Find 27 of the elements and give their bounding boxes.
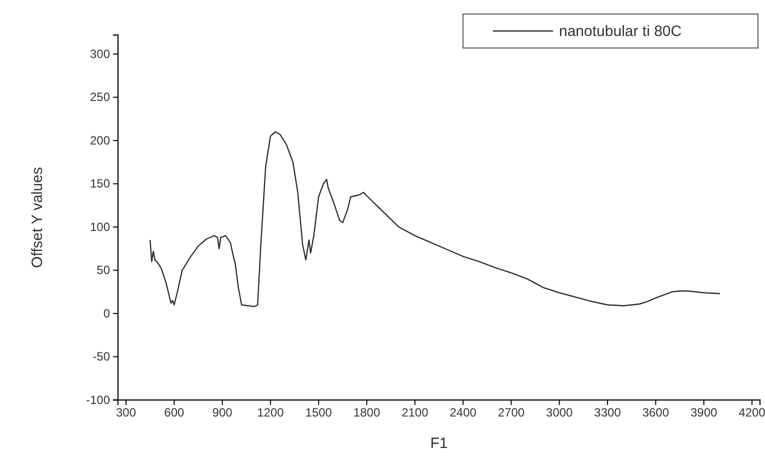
x-tick-label: 3900 — [690, 406, 718, 420]
y-tick-label: 150 — [90, 176, 110, 191]
y-tick-label: 250 — [90, 90, 110, 104]
x-tick-label: 1500 — [305, 406, 332, 420]
y-tick-label: 300 — [90, 46, 110, 61]
x-tick-label: 3300 — [594, 406, 622, 420]
line-series — [150, 131, 720, 308]
y-tick-label: 50 — [96, 263, 110, 278]
x-tick-label: 2400 — [450, 406, 477, 420]
y-tick-label: -50 — [92, 350, 110, 364]
x-tick-label: 600 — [164, 406, 185, 420]
x-tick-label: 900 — [212, 406, 233, 420]
x-tick-label: 3600 — [642, 406, 670, 420]
y-tick-label: 100 — [90, 220, 110, 234]
x-axis-title: F1 — [430, 435, 448, 452]
x-tick-label: 4200 — [738, 406, 765, 420]
y-tick-label: 200 — [90, 133, 110, 148]
x-tick-label: 2100 — [402, 406, 429, 420]
x-tick-label: 1800 — [353, 406, 380, 420]
x-tick-label: 300 — [116, 406, 136, 420]
x-tick-label: 1200 — [257, 406, 284, 420]
x-tick-label: 3000 — [546, 406, 574, 420]
legend-label: nanotubular ti 80C — [559, 23, 682, 40]
y-axis-title: Offset Y values — [29, 167, 46, 268]
y-tick-label: -100 — [86, 392, 110, 407]
y-tick-label: 0 — [103, 306, 110, 320]
x-tick-label: 2700 — [498, 406, 525, 420]
